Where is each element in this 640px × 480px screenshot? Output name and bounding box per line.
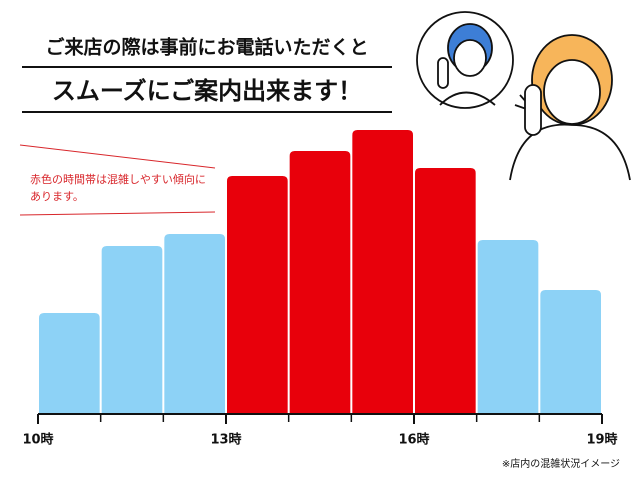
annotation-rule [19,211,216,216]
annotation: 赤色の時間帯は混雑しやすい傾向に [30,172,206,186]
annotation: あります。 [30,190,84,203]
footnote: ※店内の混雑状況イメージ [502,457,620,470]
x-tick-label: 19時 [586,432,617,448]
bar [39,313,100,414]
x-tick-label: 10時 [22,432,53,448]
x-tick-label: 16時 [398,432,429,448]
bar [540,290,601,414]
bar [477,240,539,414]
title-line: スムーズにご案内出来ます！ [52,77,362,105]
bar [164,234,225,414]
illustration [416,11,631,181]
bar [227,176,288,414]
title-group: ご来店の際は事前にお電話いただくと スムーズにご案内出来ます！ [22,36,392,113]
bar [352,130,413,414]
x-tick-label: 13時 [210,432,241,448]
title-line: ご来店の際は事前にお電話いただくと [45,36,368,59]
bar [101,246,163,414]
bar [289,151,351,414]
annotation-rule [19,144,216,169]
bar [415,168,476,414]
